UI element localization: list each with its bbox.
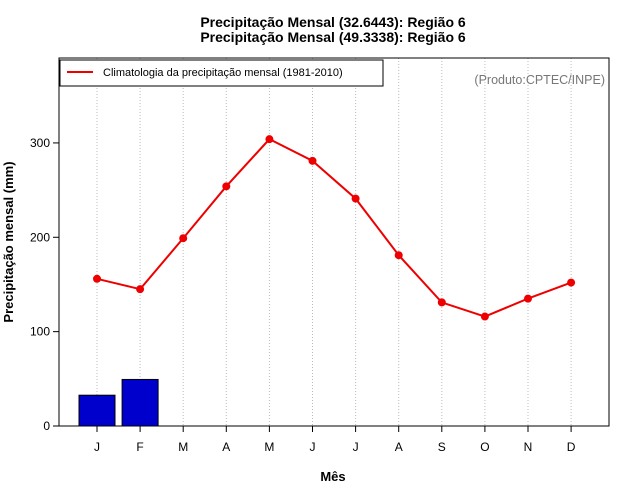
y-axis-label: Precipitação mensal (mm): [1, 161, 16, 322]
climatology-point-1: [93, 274, 101, 283]
credit-text: (Produto:CPTEC/INPE): [474, 73, 605, 87]
grid-lines: [96, 58, 572, 426]
y-tick-label-0: 0: [43, 419, 50, 433]
climatology-point-9: [437, 298, 446, 307]
x-tick-label-1: J: [94, 440, 100, 454]
climatology-point-8: [394, 251, 403, 260]
climatology-point-12: [567, 278, 576, 287]
legend-box: [59, 59, 384, 87]
legend-entry-climatology: Climatologia da precipitação mensal (198…: [103, 67, 343, 79]
x-tick-label-12: D: [567, 440, 576, 454]
climatology-point-11: [524, 294, 532, 303]
x-tick-label-5: M: [264, 440, 274, 454]
x-tick-label-2: F: [136, 440, 143, 454]
climatology-point-5: [265, 135, 274, 144]
chart-title-line-2: Precipitação Mensal (49.3338): Região 6: [200, 29, 466, 45]
plot-frame: [58, 57, 610, 427]
chart-title-line-1: Precipitação Mensal (32.6443): Região 6: [200, 14, 466, 30]
bars-group: [78, 378, 159, 427]
x-tick-label-8: A: [395, 440, 403, 454]
y-tick-label-200: 200: [30, 230, 50, 244]
x-tick-label-4: A: [222, 440, 230, 454]
x-tick-label-7: J: [353, 440, 359, 454]
climatology-line: [96, 137, 572, 318]
x-tick-label-3: M: [178, 440, 188, 454]
bar-1: [78, 394, 116, 427]
legend: Climatologia da precipitação mensal (198…: [59, 59, 384, 87]
axes-group: 0 100 200 300 J F M A M J J A S O N D: [30, 136, 576, 454]
x-tick-label-10: O: [480, 440, 489, 454]
x-tick-label-9: S: [438, 440, 446, 454]
climatology-point-6: [308, 156, 317, 165]
y-tick-label-100: 100: [30, 325, 50, 339]
x-tick-label-6: J: [310, 440, 316, 454]
climatology-point-2: [136, 285, 145, 294]
x-axis-label: Mês: [320, 469, 345, 484]
climatology-point-4: [222, 182, 231, 191]
x-tick-label-11: N: [524, 440, 533, 454]
bar-2: [121, 378, 159, 427]
climatology-point-10: [480, 312, 489, 321]
climatology-point-3: [179, 234, 188, 243]
y-tick-label-300: 300: [30, 136, 50, 150]
climatology-point-7: [351, 194, 360, 203]
climatology-line-group: [93, 135, 576, 321]
